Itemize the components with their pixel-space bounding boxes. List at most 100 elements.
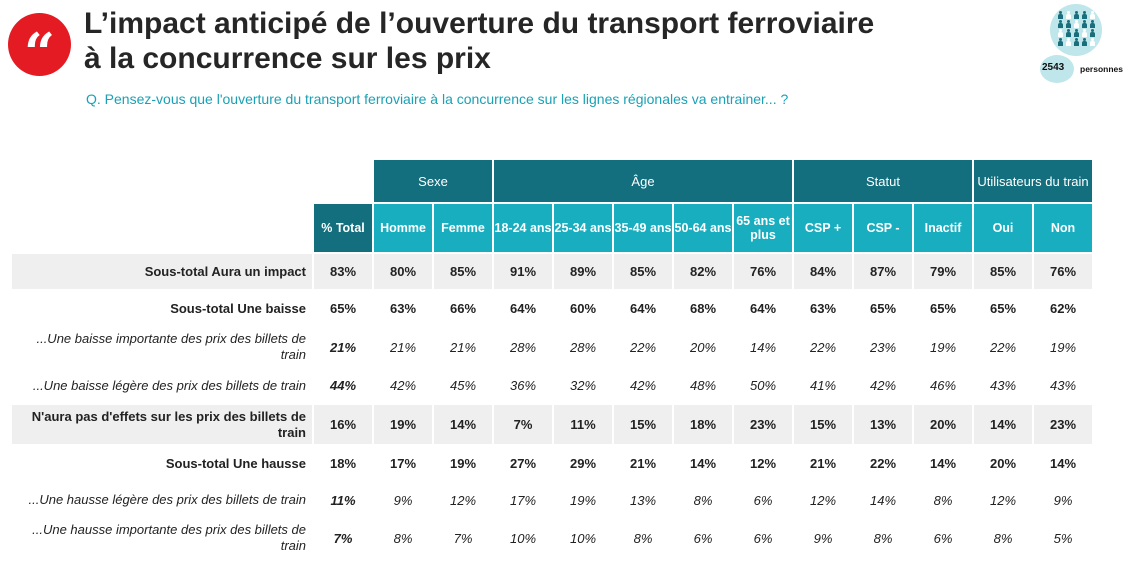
table-cell: 12% (432, 481, 492, 517)
person-icon (1065, 11, 1072, 19)
table-cell: 80% (372, 252, 432, 289)
table-cell: 14% (852, 481, 912, 517)
table-cell: 10% (552, 517, 612, 557)
column-header: Inactif (912, 202, 972, 252)
table-cell: 14% (912, 444, 972, 481)
column-header-total: % Total (312, 202, 372, 252)
table-cell: 84% (792, 252, 852, 289)
column-header: CSP - (852, 202, 912, 252)
table-row: N'aura pas d'effets sur les prix des bil… (12, 403, 1092, 444)
table-cell: 43% (1032, 366, 1092, 403)
column-header: Non (1032, 202, 1092, 252)
table-cell: 9% (792, 517, 852, 557)
table-cell: 9% (1032, 481, 1092, 517)
person-icon (1057, 11, 1064, 19)
table-cell: 12% (972, 481, 1032, 517)
table-cell: 65% (852, 289, 912, 326)
group-header: Âge (492, 160, 792, 202)
table-cell: 46% (912, 366, 972, 403)
table-cell: 20% (972, 444, 1032, 481)
respondent-label: personnes (1080, 64, 1123, 74)
table-cell: 19% (1032, 326, 1092, 366)
table-cell: 42% (852, 366, 912, 403)
person-icon (1089, 38, 1096, 46)
person-icon (1081, 20, 1088, 28)
table-cell: 12% (732, 444, 792, 481)
row-label: ...Une baisse légère des prix des billet… (12, 366, 312, 403)
group-header: Utilisateurs du train (972, 160, 1092, 202)
table-cell: 87% (852, 252, 912, 289)
table-cell: 6% (672, 517, 732, 557)
table-cell: 21% (432, 326, 492, 366)
person-icon (1089, 29, 1096, 37)
row-label: N'aura pas d'effets sur les prix des bil… (12, 403, 312, 444)
table-cell: 7% (492, 403, 552, 444)
table-cell: 7% (432, 517, 492, 557)
cell-total: 7% (312, 517, 372, 557)
table-cell: 15% (612, 403, 672, 444)
table-cell: 66% (432, 289, 492, 326)
table-row: ...Une baisse importante des prix des bi… (12, 326, 1092, 366)
table-cell: 23% (732, 403, 792, 444)
cell-total: 18% (312, 444, 372, 481)
person-icon (1081, 29, 1088, 37)
page-title-line-2: à la concurrence sur les prix (84, 42, 491, 75)
table-cell: 64% (612, 289, 672, 326)
table-cell: 28% (552, 326, 612, 366)
row-label: ...Une hausse légère des prix des billet… (12, 481, 312, 517)
column-header: Oui (972, 202, 1032, 252)
table-cell: 9% (372, 481, 432, 517)
person-icon (1065, 20, 1072, 28)
column-header: CSP + (792, 202, 852, 252)
table-cell: 6% (732, 481, 792, 517)
question-subtitle: Q. Pensez-vous que l'ouverture du transp… (86, 91, 789, 107)
column-header: 35-49 ans (612, 202, 672, 252)
person-icon (1057, 38, 1064, 46)
person-icon (1065, 29, 1072, 37)
table-cell: 27% (492, 444, 552, 481)
table-cell: 65% (912, 289, 972, 326)
table-cell: 23% (1032, 403, 1092, 444)
table-cell: 13% (612, 481, 672, 517)
table-cell: 85% (972, 252, 1032, 289)
table-cell: 22% (612, 326, 672, 366)
table-cell: 62% (1032, 289, 1092, 326)
table-cell: 14% (972, 403, 1032, 444)
group-header-row: Sexe Âge Statut Utilisateurs du train (12, 160, 1092, 202)
table-cell: 41% (792, 366, 852, 403)
person-icon (1081, 11, 1088, 19)
table-cell: 42% (372, 366, 432, 403)
table-cell: 48% (672, 366, 732, 403)
column-header-row: % Total Homme Femme 18-24 ans 25-34 ans 35-49… (12, 202, 1092, 252)
table-cell: 21% (372, 326, 432, 366)
table-cell: 8% (972, 517, 1032, 557)
people-icon (1057, 11, 1097, 49)
table-cell: 13% (852, 403, 912, 444)
table-cell: 14% (732, 326, 792, 366)
person-icon (1065, 38, 1072, 46)
table-cell: 12% (792, 481, 852, 517)
table-cell: 29% (552, 444, 612, 481)
table-cell: 22% (852, 444, 912, 481)
header-spacer (12, 160, 372, 202)
person-icon (1089, 11, 1096, 19)
cell-total: 44% (312, 366, 372, 403)
table-body: Sous-total Aura un impact 83% 80% 85% 91% 89%… (12, 252, 1092, 557)
count-circle (1040, 55, 1074, 83)
table-row: ...Une hausse importante des prix des bi… (12, 517, 1092, 557)
table-cell: 76% (732, 252, 792, 289)
table-cell: 91% (492, 252, 552, 289)
table-cell: 63% (372, 289, 432, 326)
row-label: Sous-total Une baisse (12, 289, 312, 326)
table-cell: 18% (672, 403, 732, 444)
table-cell: 10% (492, 517, 552, 557)
group-header: Sexe (372, 160, 492, 202)
table-cell: 15% (792, 403, 852, 444)
table-cell: 8% (612, 517, 672, 557)
table-cell: 19% (432, 444, 492, 481)
table-cell: 8% (852, 517, 912, 557)
table-cell: 21% (612, 444, 672, 481)
column-header: Femme (432, 202, 492, 252)
column-header: 25-34 ans (552, 202, 612, 252)
table-cell: 6% (912, 517, 972, 557)
